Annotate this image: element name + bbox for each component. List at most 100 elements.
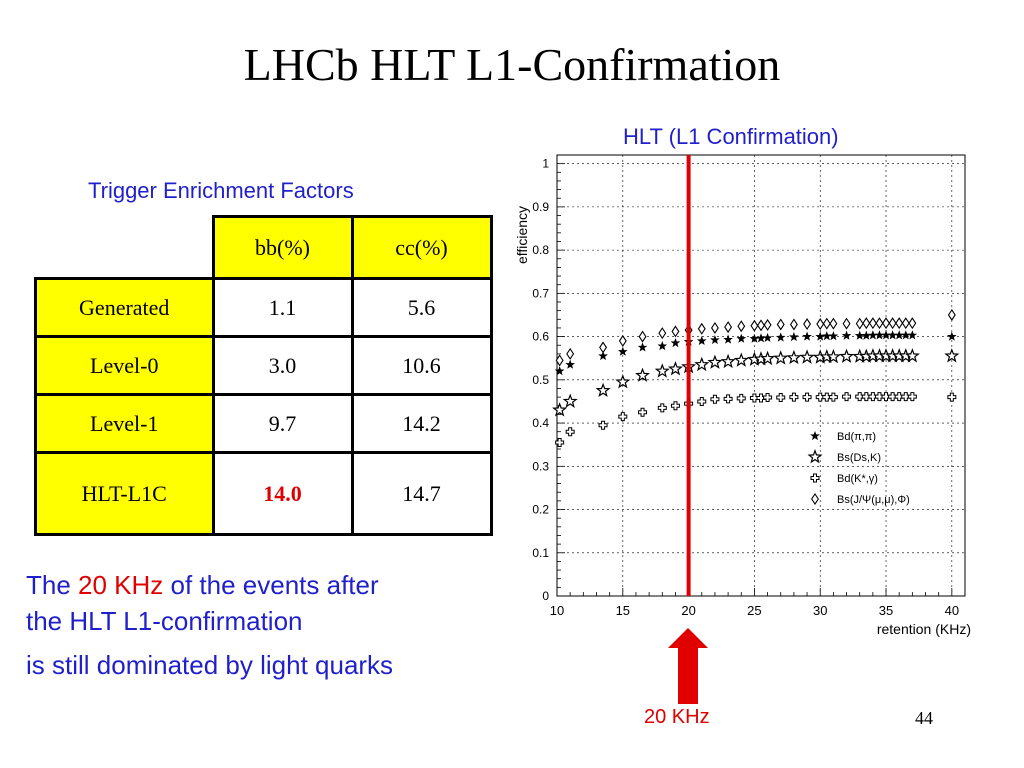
y-tick-label: 0.4 (532, 416, 549, 430)
data-point (694, 356, 710, 372)
table-header-bb: bb(%) (211, 215, 354, 280)
data-point (598, 350, 608, 361)
y-tick-label: 0.9 (532, 200, 549, 214)
data-point (900, 330, 911, 340)
data-point (762, 332, 773, 343)
data-point (654, 363, 670, 378)
data-point (799, 349, 815, 364)
data-point (868, 330, 878, 340)
data-point (733, 352, 749, 367)
data-point (763, 393, 773, 403)
data-point (615, 374, 631, 389)
data-point (789, 392, 799, 402)
y-tick-label: 0.7 (532, 286, 549, 300)
data-point (670, 401, 680, 411)
table-title: Trigger Enrichment Factors (88, 178, 354, 203)
data-point (595, 382, 611, 398)
data-point (802, 392, 812, 402)
data-point (555, 438, 565, 448)
slide-title: LHCb HLT L1-Confirmation (243, 39, 781, 90)
table-row-label: Generated (34, 277, 215, 338)
data-point (775, 332, 786, 342)
data-point (895, 317, 904, 330)
note-line-1-post: of the events after (163, 570, 379, 600)
data-point (803, 318, 812, 331)
data-point (638, 330, 647, 343)
data-point (720, 353, 736, 369)
data-point (908, 317, 917, 330)
data-point (802, 331, 812, 341)
data-point (821, 331, 832, 341)
data-point (618, 412, 628, 422)
table-cell-cc: 5.6 (350, 277, 493, 338)
legend-label: Bd(K*,γ) (837, 473, 878, 485)
data-point (637, 342, 648, 352)
data-point (710, 394, 720, 404)
data-point (776, 318, 785, 331)
data-point (635, 367, 651, 382)
data-point (555, 354, 564, 367)
legend-marker (811, 493, 819, 505)
x-tick-label: 35 (879, 603, 893, 618)
data-point (750, 319, 759, 332)
table-cell-cc: 10.6 (350, 335, 493, 396)
enrichment-table: bb(%) cc(%) Generated 1.1 5.6 Level-0 3.… (34, 215, 493, 536)
data-point (737, 320, 746, 333)
data-point (736, 393, 746, 403)
y-axis-label: efficiency (514, 206, 530, 264)
y-tick-label: 0.6 (532, 330, 549, 344)
data-point (944, 348, 960, 363)
x-tick-label: 25 (747, 603, 761, 618)
data-point (763, 318, 772, 331)
data-point (638, 407, 648, 417)
data-point (776, 393, 786, 403)
plot-frame (556, 154, 966, 597)
data-point (875, 317, 884, 330)
note-highlight: 20 KHz (78, 570, 164, 600)
y-tick-label: 0.8 (532, 243, 549, 257)
y-tick-label: 1 (542, 157, 549, 171)
data-point (882, 317, 890, 330)
data-point (598, 420, 608, 430)
y-tick-label: 0.2 (532, 503, 549, 517)
data-point (696, 335, 707, 345)
data-point (697, 322, 706, 335)
data-point (816, 318, 825, 331)
data-point (724, 321, 733, 334)
table-corner (36, 217, 214, 279)
data-point (825, 348, 841, 364)
data-point (842, 392, 852, 402)
data-point (658, 327, 667, 340)
data-point (710, 334, 720, 345)
x-tick-label: 20 (681, 603, 695, 618)
data-point (887, 330, 898, 340)
data-point (904, 348, 920, 363)
data-point (667, 361, 683, 376)
data-point (881, 330, 891, 340)
note-line-1: The 20 KHz of the events after (26, 570, 379, 601)
data-point (789, 331, 799, 342)
legend-label: Bs(J/Ψ(μ,μ),Φ) (837, 494, 910, 506)
data-point (671, 325, 680, 338)
data-point (786, 349, 802, 365)
data-point (854, 330, 865, 340)
page-number: 44 (915, 708, 933, 728)
table-cell-bb: 3.0 (211, 335, 354, 396)
table-row-label: HLT-L1C (34, 451, 215, 536)
data-point (946, 331, 957, 341)
data-point (868, 317, 877, 330)
data-point (657, 341, 668, 351)
data-point (842, 317, 851, 330)
y-tick-label: 0.1 (532, 546, 549, 560)
data-point (907, 392, 917, 402)
efficiency-chart: 10 15 20 25 30 35 40 0 0.1 0.2 0.3 0.4 0.5 0.6 0.7 0.8 0… (514, 154, 971, 637)
data-point (697, 396, 707, 406)
data-point (947, 392, 957, 402)
data-point (565, 359, 576, 369)
data-point (723, 394, 733, 404)
data-point (789, 318, 798, 331)
data-point (565, 427, 575, 437)
y-tick-label: 0 (542, 589, 549, 603)
data-point (552, 402, 568, 417)
data-point (736, 333, 747, 343)
